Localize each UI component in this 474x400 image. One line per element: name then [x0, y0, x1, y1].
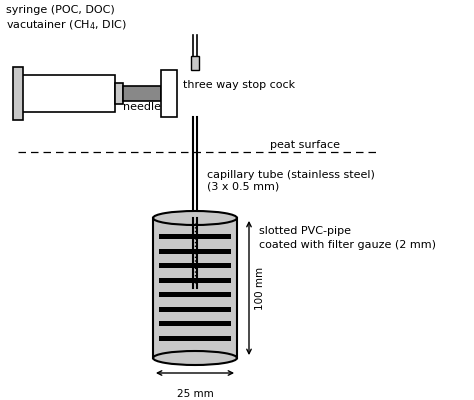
Bar — [159, 306, 231, 312]
Bar — [153, 218, 237, 358]
Bar — [159, 263, 231, 268]
Text: vacutainer (CH$_4$, DIC): vacutainer (CH$_4$, DIC) — [6, 18, 127, 32]
Bar — [20, 75, 115, 112]
Bar — [159, 321, 231, 326]
Bar — [159, 336, 231, 340]
Bar — [13, 67, 23, 120]
Bar — [159, 278, 231, 282]
Text: 100 mm: 100 mm — [255, 266, 265, 310]
Ellipse shape — [153, 351, 237, 365]
Text: syringe (POC, DOC): syringe (POC, DOC) — [6, 5, 115, 15]
Bar — [191, 56, 199, 70]
Bar — [115, 83, 123, 104]
Bar — [159, 292, 231, 297]
Text: capillary tube (stainless steel)
(3 x 0.5 mm): capillary tube (stainless steel) (3 x 0.… — [207, 170, 375, 192]
Text: peat surface: peat surface — [270, 140, 340, 150]
Bar — [159, 248, 231, 254]
Text: coated with filter gauze (2 mm): coated with filter gauze (2 mm) — [259, 240, 436, 250]
Bar — [161, 70, 177, 117]
Ellipse shape — [153, 211, 237, 225]
Text: needle: needle — [123, 102, 161, 112]
Text: three way stop cock: three way stop cock — [183, 80, 295, 90]
Text: slotted PVC-pipe: slotted PVC-pipe — [259, 226, 351, 236]
Text: 25 mm: 25 mm — [177, 389, 213, 399]
Bar — [123, 86, 161, 101]
Bar — [159, 234, 231, 239]
